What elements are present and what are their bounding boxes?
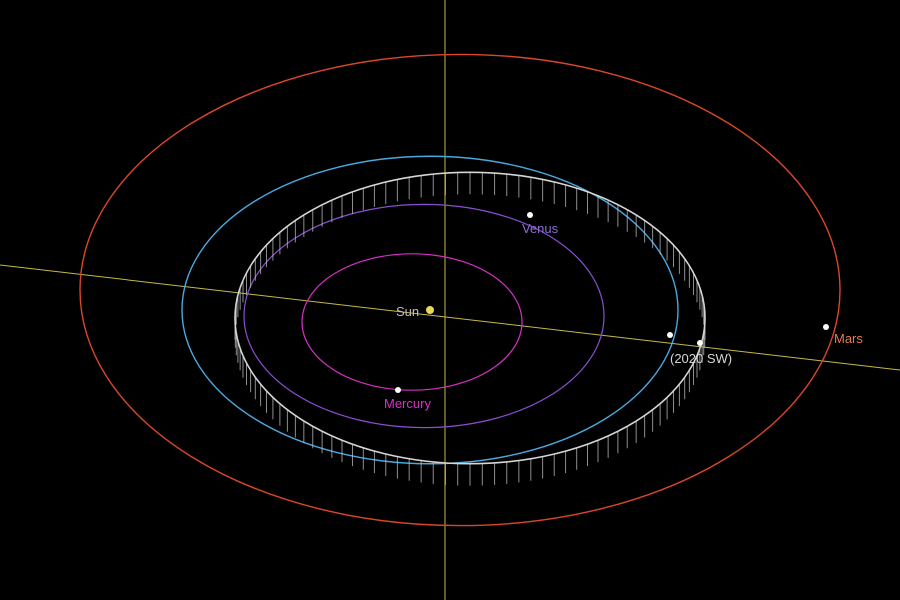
earth-body-dot (667, 332, 673, 338)
venus-body-dot (527, 212, 533, 218)
mars-body-label: Mars (834, 331, 863, 346)
venus-body-label: Venus (522, 221, 559, 236)
mars-body-dot (823, 324, 829, 330)
asteroid-body-label: (2020 SW) (670, 351, 732, 366)
sun-dot (426, 306, 434, 314)
mercury-body-dot (395, 387, 401, 393)
background (0, 0, 900, 600)
sun-label: Sun (396, 304, 419, 319)
mercury-body-label: Mercury (384, 396, 431, 411)
asteroid-body-dot (697, 340, 703, 346)
orbit-diagram: Sun Mercury Venus Mars (2020 SW) (0, 0, 900, 600)
